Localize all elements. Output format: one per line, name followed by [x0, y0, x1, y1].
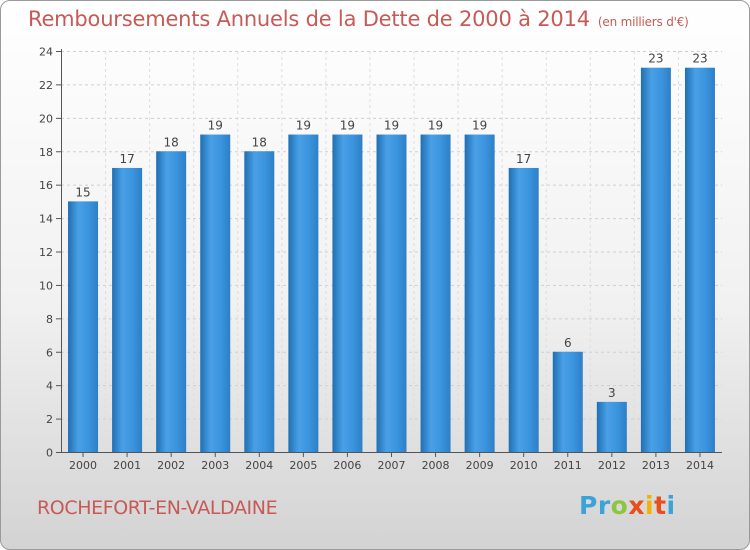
- y-tick-label: 12: [39, 246, 53, 259]
- x-tick-label: 2001: [113, 459, 141, 472]
- bar-2004: [244, 151, 275, 452]
- logo-letter: t: [654, 491, 667, 520]
- bar-2010: [508, 167, 539, 453]
- bar-value-label: 15: [75, 185, 90, 199]
- y-tick-label: 16: [39, 179, 53, 192]
- bar-2012: [596, 401, 627, 452]
- bar-2013: [640, 67, 671, 452]
- y-tick-label: 20: [39, 112, 53, 125]
- bar-2008: [420, 134, 451, 452]
- bar-value-label: 18: [252, 135, 267, 149]
- x-tick-label: 2011: [554, 459, 582, 472]
- bar-2003: [200, 134, 231, 452]
- bar-2000: [68, 201, 99, 452]
- y-tick-label: 18: [39, 146, 53, 159]
- bar-value-label: 23: [692, 52, 707, 66]
- bar-value-label: 19: [384, 119, 399, 133]
- logo-letter: P: [579, 491, 598, 520]
- x-tick-label: 2004: [245, 459, 273, 472]
- y-tick-label: 22: [39, 79, 53, 92]
- y-tick-label: 8: [46, 313, 53, 326]
- y-tick-label: 4: [46, 380, 53, 393]
- x-tick-label: 2008: [422, 459, 450, 472]
- chart-title: Remboursements Annuels de la Dette de 20…: [28, 7, 689, 31]
- proxiti-logo: Proxiti: [579, 491, 676, 520]
- logo-letter: i: [666, 491, 676, 520]
- bar-value-label: 17: [516, 152, 531, 166]
- logo-letter: o: [610, 491, 629, 520]
- bar-2005: [288, 134, 319, 452]
- bar-2014: [684, 67, 715, 452]
- y-tick-label: 6: [46, 346, 53, 359]
- bar-value-label: 19: [296, 119, 311, 133]
- bar-value-label: 17: [119, 152, 134, 166]
- x-tick-label: 2012: [598, 459, 626, 472]
- bar-2011: [552, 351, 583, 452]
- bar-value-label: 19: [472, 119, 487, 133]
- bar-2002: [156, 151, 187, 452]
- y-tick-label: 24: [39, 46, 53, 59]
- bar-2001: [112, 167, 143, 453]
- logo-letter: x: [628, 491, 645, 520]
- y-tick-label: 0: [46, 447, 53, 460]
- x-tick-label: 2009: [466, 459, 494, 472]
- logo-letter: r: [597, 491, 611, 520]
- bar-2006: [332, 134, 363, 452]
- bar-2007: [376, 134, 407, 452]
- bar-value-label: 3: [608, 386, 616, 400]
- bar-value-label: 6: [564, 336, 572, 350]
- x-tick-label: 2000: [69, 459, 97, 472]
- x-tick-label: 2006: [333, 459, 361, 472]
- y-tick-label: 2: [46, 413, 53, 426]
- chart-unit-label: (en milliers d'€): [597, 15, 689, 29]
- x-tick-label: 2014: [686, 459, 714, 472]
- bar-value-label: 19: [208, 119, 223, 133]
- x-tick-label: 2013: [642, 459, 670, 472]
- x-tick-label: 2002: [157, 459, 185, 472]
- logo-letter: i: [645, 491, 655, 520]
- commune-name: ROCHEFORT-EN-VALDAINE: [37, 497, 278, 519]
- bar-2009: [464, 134, 495, 452]
- bar-value-label: 18: [164, 135, 179, 149]
- bar-value-label: 19: [340, 119, 355, 133]
- x-tick-label: 2010: [510, 459, 538, 472]
- x-tick-label: 2005: [289, 459, 317, 472]
- y-tick-label: 10: [39, 279, 53, 292]
- chart-title-text: Remboursements Annuels de la Dette de 20…: [28, 7, 590, 31]
- bar-value-label: 19: [428, 119, 443, 133]
- bars: 15 17 18 19 18 19 19 19 19 19 17 6 3 23 23: [68, 52, 715, 453]
- bar-value-label: 23: [648, 52, 663, 66]
- x-tick-label: 2003: [201, 459, 229, 472]
- x-tick-label: 2007: [378, 459, 406, 472]
- y-tick-label: 14: [39, 213, 53, 226]
